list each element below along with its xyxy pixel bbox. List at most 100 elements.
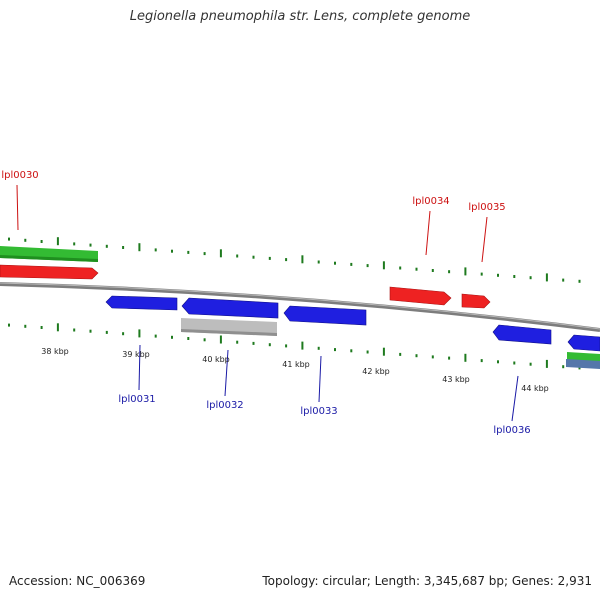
tick-label: 38 kbp <box>41 347 69 356</box>
topology-text: Topology: circular; Length: 3,345,687 bp… <box>262 574 592 588</box>
gene-track <box>0 264 600 352</box>
minor-tick <box>154 248 157 252</box>
major-tick <box>382 347 385 356</box>
minor-tick <box>497 273 499 277</box>
tick-label: 41 kbp <box>282 360 310 369</box>
minor-tick <box>350 262 353 266</box>
major-tick <box>382 261 385 270</box>
minor-tick <box>252 255 255 259</box>
minor-tick <box>105 330 108 334</box>
tick-label-layer: 38 kbp 39 kbp 40 kbp 41 kbp 42 kbp 43 kbp 44 k… <box>41 347 549 393</box>
minor-tick <box>236 254 239 258</box>
minor-tick <box>236 340 239 344</box>
gene-arrow-lpl0037[interactable] <box>567 334 600 352</box>
blue-grey-feature <box>566 359 600 369</box>
genome-backbone <box>0 282 600 332</box>
minor-tick <box>334 261 336 265</box>
gene-label-lpl0032: lpl0032 <box>206 400 243 411</box>
grey-feature-shade <box>181 329 277 336</box>
tick-label: 40 kbp <box>202 355 230 364</box>
gene-arrow-lpl0036[interactable] <box>492 324 552 345</box>
gene-leader-lpl0036 <box>511 375 519 422</box>
gene-arrow-lpl0035[interactable] <box>461 293 491 309</box>
gene-label-lpl0031: lpl0031 <box>118 394 155 405</box>
minor-tick <box>529 362 532 366</box>
minor-tick <box>8 237 10 241</box>
major-tick <box>464 353 467 362</box>
minor-tick <box>187 250 190 254</box>
minor-tick <box>399 352 402 356</box>
gene-leader-lpl0031 <box>138 344 141 391</box>
minor-tick <box>8 323 10 327</box>
minor-tick <box>399 266 402 270</box>
minor-tick <box>513 275 516 278</box>
minor-tick <box>431 355 434 359</box>
minor-tick <box>415 354 418 358</box>
minor-tick <box>529 276 532 280</box>
major-tick <box>301 341 304 350</box>
minor-tick <box>268 343 271 347</box>
gene-label-lpl0035: lpl0035 <box>468 202 505 213</box>
inner-tick-track <box>8 323 581 370</box>
gene-leader-lpl0030 <box>16 184 19 231</box>
green-feature-shade <box>0 255 98 262</box>
minor-tick <box>154 334 157 338</box>
gene-arrow-lpl0034[interactable] <box>389 286 452 306</box>
major-tick <box>56 323 59 332</box>
genome-backbone-highlight <box>0 282 600 330</box>
gene-leader-lpl0032 <box>224 349 229 397</box>
major-tick <box>56 237 59 246</box>
gene-arrow-lpl0031[interactable] <box>105 295 178 311</box>
minor-tick <box>105 244 108 248</box>
minor-tick <box>578 366 581 370</box>
minor-tick <box>317 260 320 264</box>
minor-tick <box>562 278 565 282</box>
minor-tick <box>89 329 92 333</box>
minor-tick <box>334 348 336 352</box>
minor-tick <box>448 356 451 360</box>
major-tick <box>545 359 548 368</box>
gene-leader-lpl0033 <box>318 355 322 403</box>
gene-label-lpl0033: lpl0033 <box>300 406 337 417</box>
minor-tick <box>171 335 173 339</box>
map-title: Legionella pneumophila str. Lens, comple… <box>129 9 471 24</box>
minor-tick <box>448 270 451 274</box>
minor-tick <box>122 246 125 249</box>
gene-label-lpl0034: lpl0034 <box>412 196 449 207</box>
minor-tick <box>203 252 206 256</box>
minor-tick <box>415 267 418 271</box>
minor-tick <box>497 360 499 364</box>
minor-tick <box>24 324 27 328</box>
minor-tick <box>366 350 369 354</box>
tick-label: 44 kbp <box>521 384 549 393</box>
minor-tick <box>562 365 565 369</box>
minor-tick <box>252 341 255 345</box>
gene-leader-lpl0035 <box>481 216 488 263</box>
accession-text: Accession: NC_006369 <box>9 574 146 588</box>
major-tick <box>301 255 304 264</box>
major-tick <box>138 329 141 338</box>
green-feature <box>567 352 600 362</box>
minor-tick <box>285 344 288 348</box>
minor-tick <box>350 349 353 353</box>
minor-tick <box>480 359 483 363</box>
minor-tick <box>480 272 483 276</box>
gene-arrow-lpl0032[interactable] <box>181 297 279 319</box>
gene-arrow-lpl0033[interactable] <box>283 305 367 326</box>
minor-tick <box>268 256 271 260</box>
minor-tick <box>40 326 43 329</box>
minor-tick <box>513 361 516 365</box>
minor-tick <box>431 269 434 272</box>
major-tick <box>219 335 222 344</box>
minor-tick <box>89 243 92 247</box>
gene-arrow-lpl0030[interactable] <box>0 264 99 280</box>
minor-tick <box>578 279 581 283</box>
major-tick <box>219 249 222 258</box>
minor-tick <box>122 332 125 336</box>
minor-tick <box>317 346 320 350</box>
minor-tick <box>171 249 173 253</box>
major-tick <box>464 267 467 276</box>
minor-tick <box>285 258 288 262</box>
tick-label: 42 kbp <box>362 367 390 376</box>
